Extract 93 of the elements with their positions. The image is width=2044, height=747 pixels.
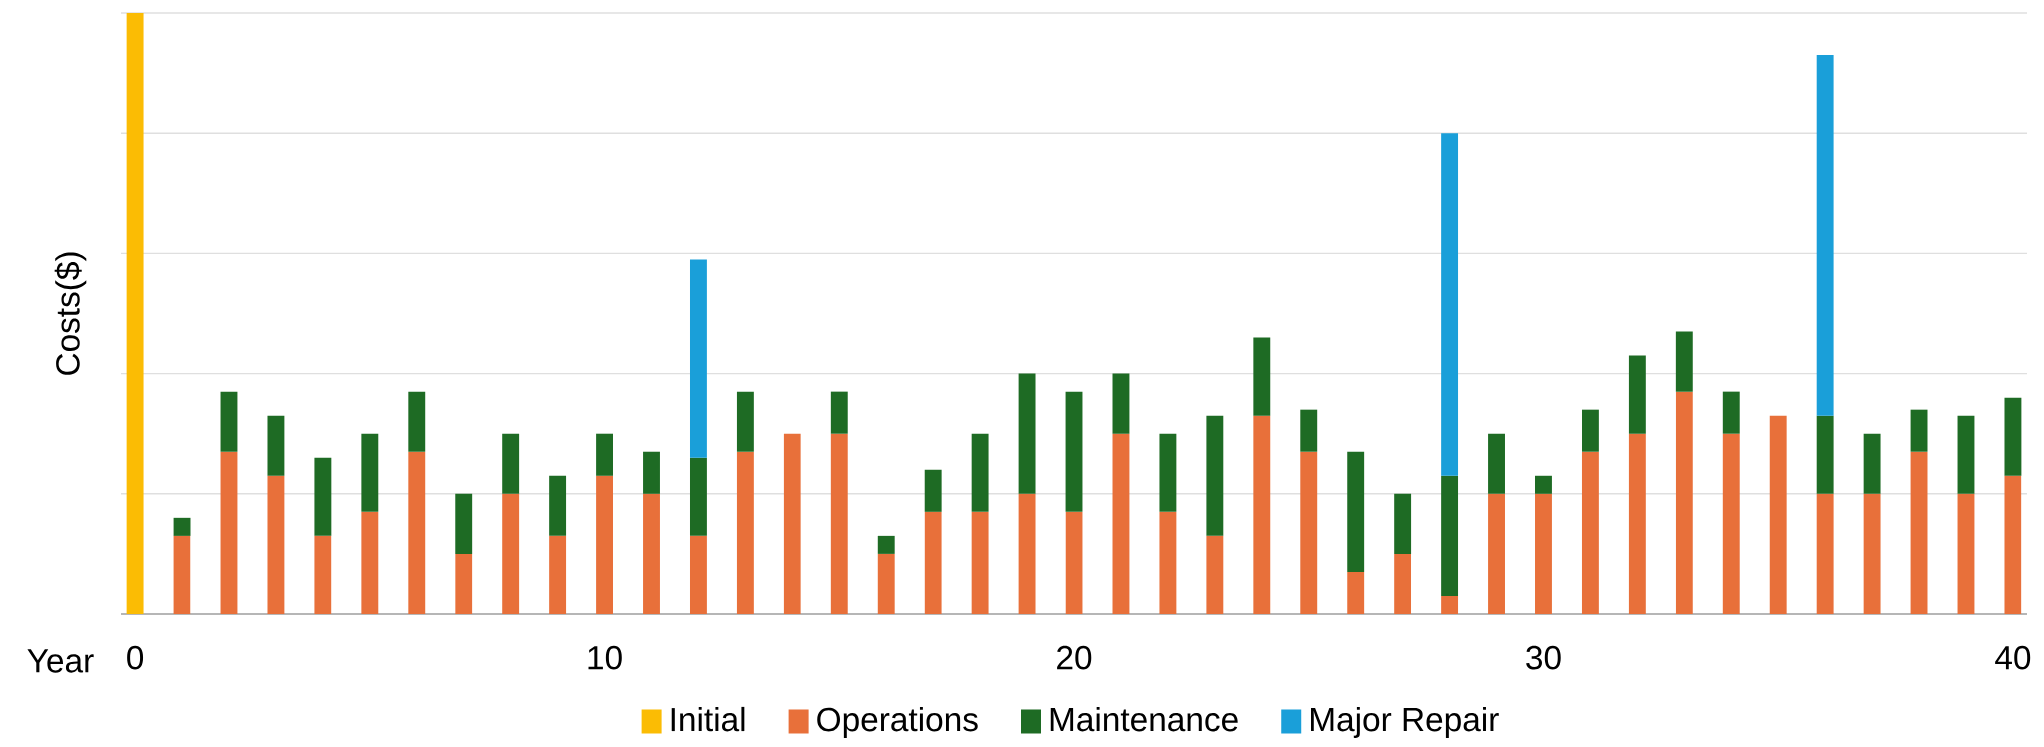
bar [643, 493, 660, 615]
bar [971, 433, 989, 512]
bar [1488, 493, 1505, 615]
bar [1394, 553, 1412, 615]
bar [1957, 493, 1975, 615]
bar [1347, 571, 1365, 615]
bar [736, 451, 754, 615]
bar [2004, 397, 2022, 476]
x-tick-label: 10 [588, 645, 622, 670]
legend-label: Major Repair [1311, 706, 1499, 739]
bar [314, 535, 332, 615]
bar [502, 493, 520, 615]
bar [1722, 391, 1740, 434]
bar [1816, 55, 1834, 416]
legend-label: Maintenance [1050, 706, 1238, 732]
bar [1253, 415, 1271, 615]
bar [877, 535, 895, 554]
bar [736, 391, 754, 452]
bar [2004, 475, 2022, 615]
bar [502, 433, 520, 494]
bar [1206, 415, 1224, 536]
bar [1018, 373, 1036, 494]
bar [1628, 355, 1646, 434]
x-tick-label: 20 [1057, 645, 1092, 670]
bar [1441, 475, 1459, 596]
bar [1488, 433, 1505, 494]
bar [1112, 373, 1130, 434]
bar [267, 475, 285, 615]
bar [1112, 433, 1130, 615]
bar [1253, 337, 1271, 416]
bar [549, 535, 567, 615]
bar [1816, 493, 1834, 615]
bar [1910, 451, 1928, 615]
bar [1065, 391, 1083, 512]
bar [1535, 493, 1552, 615]
bar [220, 391, 238, 452]
x-axis-title: Year [27, 649, 94, 673]
bar [1206, 535, 1224, 615]
bar [1300, 451, 1318, 615]
bar [1394, 493, 1412, 554]
bar [1863, 433, 1881, 494]
bar [1159, 511, 1177, 615]
y-axis-title: Costs($) [54, 252, 87, 375]
bar [1816, 415, 1834, 494]
bar [830, 391, 848, 434]
bar [1581, 451, 1599, 615]
bar [689, 457, 707, 536]
bar [643, 451, 660, 494]
bar [455, 493, 473, 554]
bar [877, 553, 895, 615]
bar [689, 535, 707, 615]
x-tick-label: 30 [1526, 645, 1561, 670]
bar [1863, 493, 1881, 615]
bar [1300, 409, 1318, 452]
bar [1441, 133, 1459, 476]
bar [1441, 595, 1459, 615]
bar [408, 391, 426, 452]
bar [455, 553, 473, 615]
bar [361, 511, 379, 615]
bar [173, 535, 191, 615]
bar [689, 259, 707, 458]
x-tick-label: 0 [127, 645, 144, 670]
bar [971, 511, 989, 615]
bar [126, 12, 144, 615]
bar [596, 475, 613, 615]
bar [924, 469, 942, 512]
bar [1065, 511, 1083, 615]
bar [267, 415, 285, 476]
bar [408, 451, 426, 615]
legend-label: Operations [817, 706, 978, 739]
bar [173, 517, 191, 536]
bar [1018, 493, 1036, 615]
legend-label: Initial [671, 706, 745, 732]
bar [1628, 433, 1646, 615]
bar [1722, 433, 1740, 615]
bar [1769, 415, 1787, 615]
bar [924, 511, 942, 615]
bar [1347, 451, 1365, 572]
bar [1675, 391, 1693, 615]
bar [1957, 415, 1975, 494]
bar [361, 433, 379, 512]
bar [596, 433, 613, 476]
bar [1535, 475, 1552, 494]
bar [220, 451, 238, 615]
x-tick-label: 40 [1995, 645, 2031, 670]
bar [1910, 409, 1928, 452]
bar [549, 475, 567, 536]
bar [783, 433, 801, 615]
bar [1159, 433, 1177, 512]
bar [314, 457, 332, 536]
bar [1675, 331, 1693, 392]
bar [830, 433, 848, 615]
bar [1581, 409, 1599, 452]
